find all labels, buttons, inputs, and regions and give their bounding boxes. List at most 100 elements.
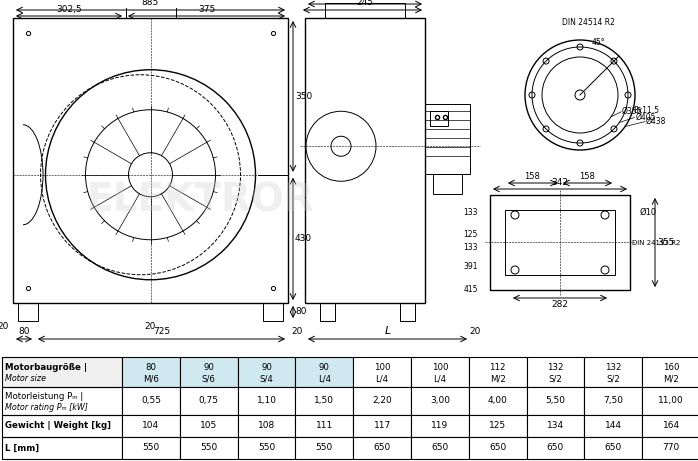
Bar [122,415,180,437]
Text: L: L [385,326,391,336]
Text: 80: 80 [145,363,156,372]
Bar [430,111,448,125]
Text: 104: 104 [142,421,159,431]
Text: ELEKTROR: ELEKTROR [86,181,314,219]
Bar [237,437,295,459]
Bar [2,415,122,437]
Text: Ø405: Ø405 [635,113,656,122]
Text: 134: 134 [547,421,564,431]
Bar [469,357,526,387]
Bar [320,303,335,321]
Text: 245: 245 [357,0,373,7]
Text: S/2: S/2 [607,374,621,383]
Bar [584,387,642,415]
Text: 108: 108 [258,421,275,431]
Text: DIN 24193 R2: DIN 24193 R2 [632,240,681,246]
Text: 650: 650 [547,443,564,453]
Text: 8x11.5: 8x11.5 [633,106,659,115]
Text: 885: 885 [142,0,159,7]
Text: Ø10: Ø10 [640,208,657,217]
Bar [180,437,237,459]
Text: 105: 105 [200,421,217,431]
Text: 550: 550 [200,443,217,453]
Text: 302,5: 302,5 [56,5,82,14]
Bar [2,387,122,415]
Text: 282: 282 [551,300,568,309]
Bar [180,415,237,437]
Text: 7,50: 7,50 [603,396,623,406]
Bar [353,415,411,437]
Bar [353,437,411,459]
Bar [237,415,295,437]
Bar [642,437,698,459]
Text: L/4: L/4 [318,374,331,383]
Text: 20: 20 [291,327,303,336]
Text: 1,50: 1,50 [314,396,334,406]
Text: Motorbaugröße |: Motorbaugröße | [5,363,87,372]
Text: 144: 144 [604,421,622,431]
Text: 650: 650 [489,443,506,453]
Text: S/6: S/6 [202,374,216,383]
Bar [411,387,469,415]
Bar [642,357,698,387]
Text: 111: 111 [315,421,333,431]
Bar [295,437,353,459]
Text: 119: 119 [431,421,449,431]
Text: 90: 90 [319,363,329,372]
Text: 133: 133 [463,243,478,252]
Bar [237,357,295,387]
Bar [584,415,642,437]
Text: 117: 117 [373,421,391,431]
Text: 375: 375 [198,5,215,14]
Text: 90: 90 [261,363,272,372]
Text: 391: 391 [463,262,478,271]
Bar [411,357,469,387]
Text: 415: 415 [463,285,478,295]
Bar [180,387,237,415]
Bar [13,18,288,303]
Bar [425,104,470,173]
Text: L/4: L/4 [376,374,389,383]
Text: 20: 20 [0,322,8,331]
Bar [295,387,353,415]
Bar [305,18,425,303]
Bar [295,415,353,437]
Text: 80: 80 [18,327,30,336]
Text: 350: 350 [295,92,312,101]
Text: 342: 342 [551,178,568,187]
Text: 20: 20 [144,322,156,331]
Text: 125: 125 [463,230,478,239]
Text: S/2: S/2 [549,374,563,383]
Bar [122,437,180,459]
Text: 650: 650 [604,443,622,453]
Text: M/2: M/2 [490,374,505,383]
Bar [505,210,615,275]
Bar [122,387,180,415]
Text: 158: 158 [579,172,595,181]
Bar [490,195,630,290]
Text: 160: 160 [663,363,679,372]
Text: 132: 132 [547,363,564,372]
Text: 133: 133 [463,207,478,217]
Bar [180,357,237,387]
Text: 5,50: 5,50 [546,396,565,406]
Text: 550: 550 [315,443,333,453]
Text: 770: 770 [662,443,680,453]
Bar [122,357,180,387]
Text: 0,75: 0,75 [199,396,218,406]
Text: 725: 725 [153,327,170,336]
Bar [411,415,469,437]
Bar [353,387,411,415]
Bar [642,387,698,415]
Text: 100: 100 [431,363,448,372]
Text: DIN 24514 R2: DIN 24514 R2 [562,18,615,27]
Text: 355: 355 [657,238,674,247]
Text: 45°: 45° [592,38,606,47]
Bar [526,437,584,459]
Text: S/4: S/4 [260,374,274,383]
Text: 550: 550 [142,443,160,453]
Text: Ø438: Ø438 [646,117,667,126]
Bar [433,173,462,194]
Text: 342: 342 [357,0,373,1]
Bar [584,357,642,387]
